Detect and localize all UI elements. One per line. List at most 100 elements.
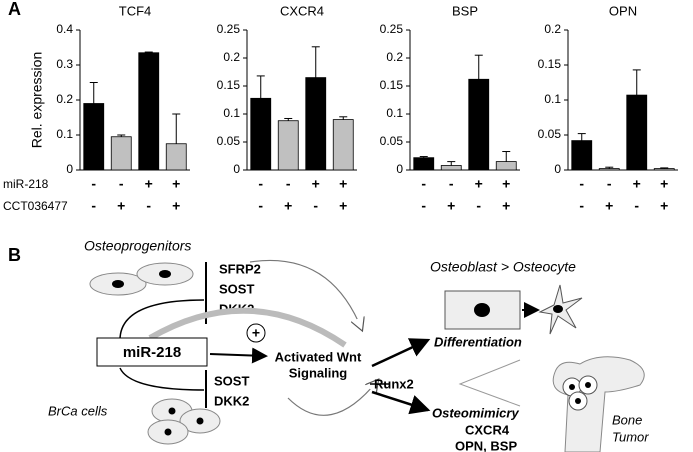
condition-sign: +	[660, 198, 668, 214]
bar	[598, 168, 620, 171]
condition-sign: +	[312, 176, 320, 192]
label: +	[252, 325, 260, 341]
y-tick-label: 0	[66, 162, 73, 176]
nucleus	[569, 384, 575, 390]
label: Activated Wnt	[275, 349, 362, 364]
bar	[571, 140, 593, 171]
activation-arc	[148, 307, 347, 348]
condition-sign: -	[421, 198, 426, 214]
label: OPN, BSP	[455, 438, 517, 452]
label: SOST	[219, 281, 254, 296]
condition-sign: -	[91, 176, 96, 192]
bar	[110, 136, 132, 171]
condition-sign: +	[284, 198, 292, 214]
condition-sign: -	[634, 198, 639, 214]
y-tick-label: 0.05	[380, 134, 404, 148]
nucleus	[575, 398, 581, 404]
label: Differentiation	[434, 334, 522, 349]
condition-sign: +	[339, 198, 347, 214]
nucleus	[159, 270, 171, 278]
condition-sign: +	[605, 198, 613, 214]
y-tick-label: 0	[554, 162, 561, 176]
plus-circle	[246, 323, 266, 343]
arrow	[371, 390, 431, 415]
nucleus	[164, 428, 172, 436]
label: SOST	[214, 373, 249, 388]
condition-sign: -	[91, 198, 96, 214]
label: DKK2	[214, 393, 249, 408]
condition-sign: +	[475, 176, 483, 192]
bar	[626, 94, 648, 171]
condition-sign: -	[313, 198, 318, 214]
condition-sign: +	[660, 176, 668, 192]
y-tick-label: 0.2	[386, 50, 403, 64]
bar	[468, 78, 490, 171]
condition-sign: +	[502, 176, 510, 192]
chart-title: OPN	[609, 3, 637, 18]
inhibition-line	[119, 367, 205, 391]
condition-sign: +	[502, 198, 510, 214]
bar	[277, 120, 299, 171]
label: Osteoblast > Osteocyte	[430, 259, 576, 275]
condition-sign: -	[449, 176, 454, 192]
y-tick-label: 0.15	[380, 78, 404, 92]
condition-sign: +	[145, 176, 153, 192]
condition-sign: +	[447, 198, 455, 214]
y-tick-label: 0.25	[217, 22, 241, 36]
label: Runx2	[374, 376, 414, 391]
bar	[332, 119, 354, 171]
y-tick-label: 0.15	[217, 78, 241, 92]
condition-sign: -	[476, 198, 481, 214]
y-tick-label: 0.2	[56, 92, 73, 106]
chevron	[458, 359, 521, 407]
y-tick-label: 0.1	[386, 106, 403, 120]
nucleus	[553, 305, 563, 313]
arrow	[371, 338, 431, 368]
chart-title: TCF4	[119, 3, 152, 18]
panel-label: B	[8, 245, 21, 265]
nucleus	[112, 280, 124, 288]
row-label: miR-218	[3, 177, 49, 191]
condition-sign: -	[119, 176, 124, 192]
condition-sign: -	[579, 176, 584, 192]
y-tick-label: 0.2	[544, 22, 561, 36]
label: Signaling	[289, 365, 348, 380]
label: CXCR4	[465, 422, 510, 437]
condition-sign: +	[339, 176, 347, 192]
mirna-box	[96, 337, 208, 367]
y-tick-label: 0	[233, 162, 240, 176]
condition-sign: +	[172, 198, 180, 214]
label: SFRP2	[219, 261, 261, 276]
condition-sign: -	[421, 176, 426, 192]
y-tick-label: 0.2	[223, 50, 240, 64]
condition-sign: +	[117, 198, 125, 214]
label: BrCa cells	[48, 403, 108, 418]
nucleus	[168, 407, 176, 415]
diagram: B Osteoprogenitors SFRP2 SOST DKK2 + miR…	[8, 238, 649, 452]
bar	[138, 52, 160, 171]
y-tick-label: 0	[396, 162, 403, 176]
nucleus	[585, 382, 591, 388]
bar	[305, 77, 327, 171]
bar	[440, 165, 462, 171]
y-tick-label: 0.05	[538, 127, 562, 141]
y-tick-label: 0.4	[56, 22, 73, 36]
y-tick-label: 0.15	[538, 57, 562, 71]
y-tick-label: 0.25	[380, 22, 404, 36]
condition-sign: -	[579, 198, 584, 214]
condition-sign: -	[146, 198, 151, 214]
condition-sign: -	[258, 176, 263, 192]
feedback-arrow	[249, 259, 362, 330]
y-tick-label: 0.05	[217, 134, 241, 148]
inhibition-line	[119, 299, 205, 341]
label: Osteoprogenitors	[84, 238, 191, 254]
label: Tumor	[612, 429, 649, 444]
chart-title: BSP	[452, 3, 478, 18]
row-label: CCT036477	[3, 199, 68, 213]
panel-label: A	[8, 0, 21, 19]
bar	[495, 161, 517, 171]
nucleus	[196, 417, 204, 425]
condition-sign: -	[286, 176, 291, 192]
condition-sign: +	[172, 176, 180, 192]
label: miR-218	[123, 344, 181, 361]
